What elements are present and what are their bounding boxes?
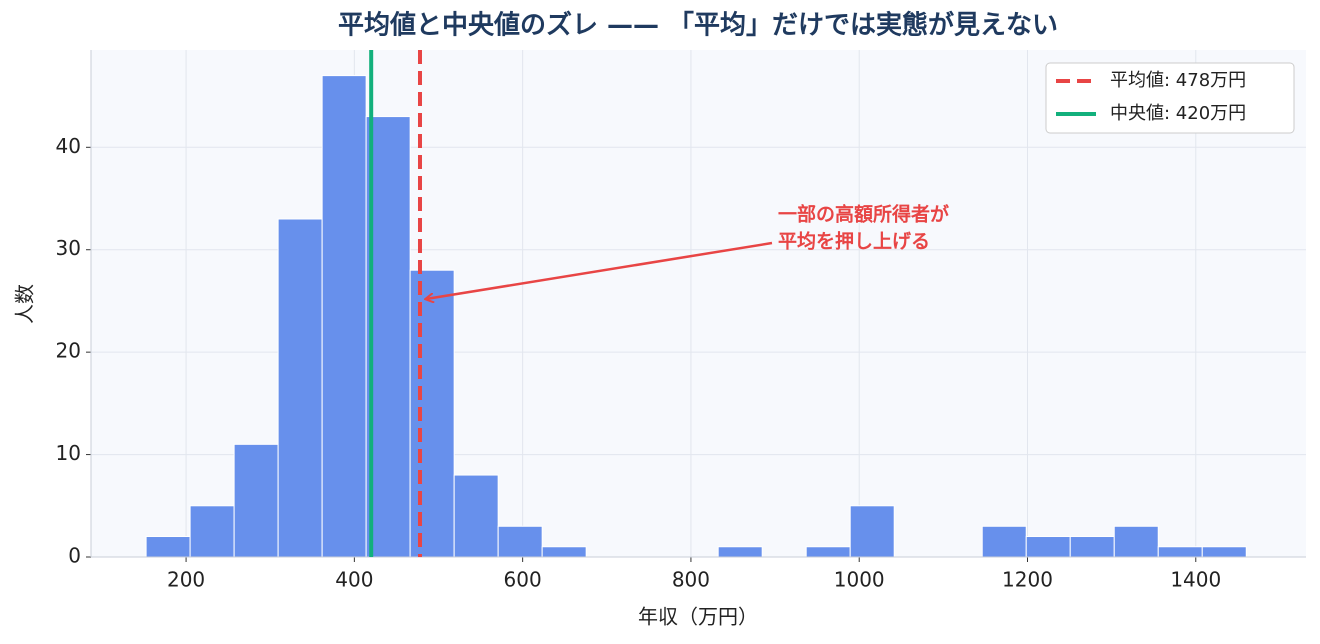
x-axis-label: 年収（万円） xyxy=(638,605,758,629)
bar xyxy=(981,525,1027,558)
annotation-text: 一部の高額所得者が xyxy=(778,203,949,226)
x-tick-label: 200 xyxy=(167,568,205,592)
bar xyxy=(409,269,455,558)
bar xyxy=(277,218,323,558)
bar xyxy=(1157,546,1203,558)
bar xyxy=(189,505,235,558)
y-tick-label: 10 xyxy=(56,441,81,465)
bar xyxy=(1201,546,1247,558)
x-tick-label: 400 xyxy=(335,568,373,592)
x-tick-label: 1000 xyxy=(834,568,885,592)
bar xyxy=(1025,536,1071,558)
x-tick-label: 1200 xyxy=(1002,568,1053,592)
bar xyxy=(145,536,191,558)
y-tick-label: 20 xyxy=(56,339,81,363)
y-tick-label: 30 xyxy=(56,236,81,260)
bar xyxy=(1069,536,1115,558)
legend-label: 平均値: 478万円 xyxy=(1110,70,1246,91)
y-axis-label: 人数 xyxy=(13,284,37,324)
bar xyxy=(805,546,851,558)
legend-label: 中央値: 420万円 xyxy=(1110,103,1246,124)
bar xyxy=(541,546,587,558)
bar xyxy=(849,505,895,558)
bar xyxy=(497,525,543,558)
x-tick-label: 800 xyxy=(672,568,710,592)
bar xyxy=(1113,525,1159,558)
annotation-arrow xyxy=(426,241,773,299)
y-tick-label: 40 xyxy=(56,134,81,158)
x-tick-label: 1400 xyxy=(1170,568,1221,592)
bar xyxy=(453,474,499,558)
chart-title: 平均値と中央値のズレ —— 「平均」だけでは実態が見えない xyxy=(338,10,1058,41)
bar xyxy=(717,546,763,558)
y-tick-label: 0 xyxy=(68,544,81,568)
bar xyxy=(233,443,279,558)
x-tick-label: 600 xyxy=(504,568,542,592)
annotation-text: 平均を押し上げる xyxy=(778,230,930,253)
bar xyxy=(321,75,367,558)
legend-box xyxy=(1045,62,1295,134)
